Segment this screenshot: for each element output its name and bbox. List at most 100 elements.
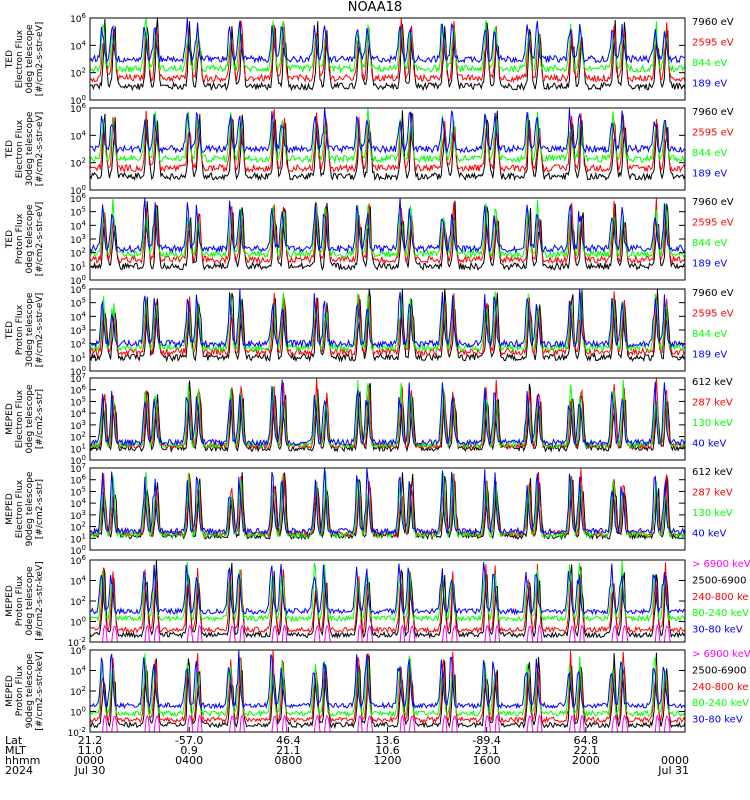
series-844-ev — [89, 18, 686, 74]
y-tick-label: 104 — [70, 310, 86, 323]
y-tick-label: 100 — [70, 706, 86, 719]
legend-entry: 189 eV — [692, 169, 727, 180]
legend-entry: 2595 eV — [692, 38, 734, 49]
legend-entry: 287 keV — [692, 398, 733, 409]
series-844-ev — [89, 199, 686, 260]
series-844-ev — [89, 107, 686, 164]
y-axis-label: 0deg telescope — [25, 204, 35, 274]
legend-entry: 40 keV — [692, 529, 726, 540]
y-axis-label: [#/cm2-s-str-keV] — [35, 561, 45, 640]
y-tick-label: 103 — [70, 419, 86, 432]
ephemeris-value: 0000 — [661, 754, 689, 767]
series-240-800-ke — [89, 562, 686, 635]
y-tick-label: 102 — [70, 157, 86, 170]
ephemeris-value: 0.9 — [180, 744, 198, 757]
y-axis-label: 0deg telescope — [25, 566, 35, 636]
y-axis-label: [#/cm2-s-str-eV] — [35, 202, 45, 277]
series-2595-ev — [89, 197, 686, 265]
legend-entry: 80-240 keV — [692, 608, 749, 619]
y-tick-label: 102 — [70, 595, 86, 608]
y-tick-label: 102 — [70, 67, 86, 80]
ephemeris-value: 0400 — [175, 754, 204, 767]
legend-entry: 80-240 keV — [692, 698, 749, 709]
y-tick-label: 107 — [70, 462, 86, 475]
y-tick-label: 105 — [70, 395, 86, 408]
y-axis-label: Proton Flux — [15, 304, 25, 355]
panel-frame — [89, 107, 686, 191]
y-axis-label: MEPED — [5, 585, 15, 617]
legend-entry: 189 eV — [692, 259, 727, 270]
y-tick-label: 100 — [70, 184, 86, 197]
y-axis-label: [#/cm2-s-str-eV] — [35, 112, 45, 187]
y-tick-label: 107 — [70, 372, 86, 385]
y-tick-label: 100 — [70, 454, 86, 467]
y-axis-label: MEPED — [5, 403, 15, 435]
y-axis-label: TED — [5, 230, 15, 249]
y-axis-label: 90deg telescope — [25, 653, 35, 728]
ephemeris-value: -89.4 — [472, 734, 501, 747]
ephemeris-value: 64.8 — [573, 734, 599, 747]
y-axis-label: [#/cm2-s-str-eV] — [35, 22, 45, 97]
y-tick-label: 101 — [70, 260, 86, 273]
panel-frame — [89, 17, 686, 101]
y-tick-label: 102 — [70, 431, 86, 444]
y-axis-label: Electron Flux — [15, 479, 25, 538]
legend-entry: 2595 eV — [692, 309, 734, 320]
series-189-ev — [89, 107, 686, 155]
y-axis-label: [#/cm2-s-str] — [35, 389, 45, 449]
ephemeris-row-label: MLT — [5, 744, 26, 757]
ephemeris-value: 13.6 — [375, 734, 400, 747]
legend-entry: 287 keV — [692, 488, 733, 499]
y-tick-label: 106 — [70, 192, 86, 205]
panel-1: 100 102 104 106 TED Electron Flux 0deg telesco… — [5, 12, 734, 107]
y-axis-label: TED — [5, 140, 15, 159]
y-axis-label: 0deg telescope — [25, 384, 35, 454]
y-tick-label: 101 — [70, 351, 86, 364]
legend-entry: 7960 eV — [692, 17, 734, 28]
series-287-kev — [89, 468, 686, 539]
y-axis-label: 90deg telescope — [25, 471, 35, 546]
chart-title: NOAA18 — [347, 0, 403, 15]
y-tick-label: 104 — [70, 129, 86, 142]
y-tick-label: 10-2 — [68, 636, 86, 649]
y-axis-label: [#/cm2-s-str-eV] — [35, 293, 45, 368]
legend-entry: 240-800 ke — [692, 592, 749, 603]
y-tick-label: 100 — [70, 365, 86, 378]
ephemeris-value: 21.2 — [77, 734, 103, 747]
y-tick-label: 106 — [70, 102, 86, 115]
legend-entry: 7960 eV — [692, 197, 734, 208]
ephemeris-row-label: Lat — [5, 734, 23, 747]
y-tick-label: 100 — [70, 544, 86, 557]
ephemeris-row-label: 2024 — [5, 764, 33, 777]
y-tick-label: 100 — [70, 616, 86, 629]
legend-entry: 189 eV — [692, 350, 727, 361]
panel-frame — [89, 377, 686, 461]
y-tick-label: 104 — [70, 219, 86, 232]
series-130-kev — [89, 379, 686, 450]
y-tick-label: 106 — [70, 474, 86, 487]
series-30-80-kev — [89, 562, 686, 616]
legend-entry: 844 eV — [692, 238, 727, 249]
legend-entry: 2595 eV — [692, 128, 734, 139]
y-tick-label: 101 — [70, 532, 86, 545]
legend-entry: > 6900 keV — [692, 559, 750, 570]
legend-entry: > 6900 keV — [692, 649, 750, 660]
series-287-kev — [89, 377, 686, 451]
y-axis-label: Electron Flux — [15, 29, 25, 88]
y-axis-label: Proton Flux — [15, 575, 25, 626]
y-axis-label: [#/cm2-s-str-keV] — [35, 651, 45, 730]
panel-8: 10-2 100 102 104 106 MEPED Proton Flux 90deg te… — [5, 644, 750, 739]
y-tick-label: 105 — [70, 297, 86, 310]
ephemeris-value: 2000 — [571, 754, 600, 767]
ephemeris-value: Jul 30 — [74, 764, 106, 777]
ephemeris-value: 10.6 — [375, 744, 400, 757]
y-tick-label: 106 — [70, 12, 86, 25]
series-2500-6900 — [89, 560, 686, 640]
series-40-kev — [89, 379, 686, 447]
ephemeris-value: 0000 — [76, 754, 104, 767]
ephemeris-value: 21.1 — [276, 744, 301, 757]
